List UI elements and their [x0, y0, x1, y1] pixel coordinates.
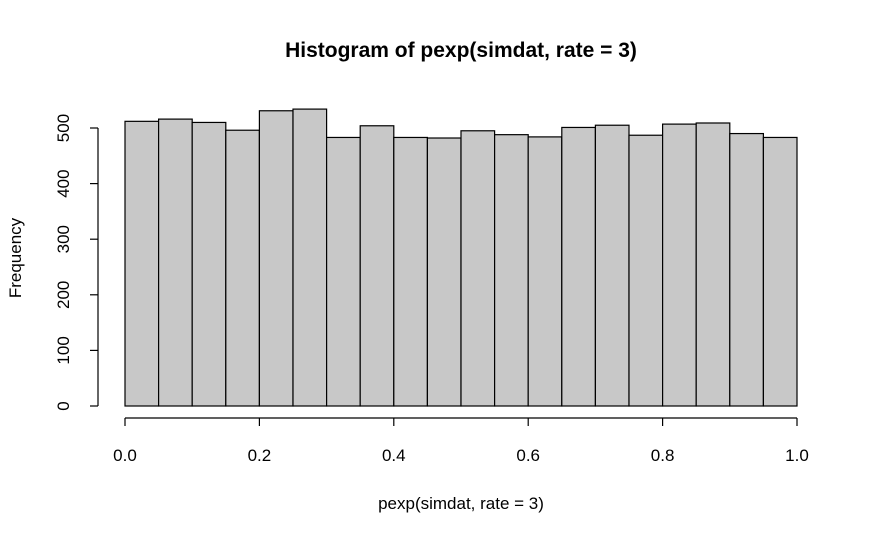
x-tick-label: 0.8 — [651, 446, 675, 465]
chart-title: Histogram of pexp(simdat, rate = 3) — [285, 39, 637, 62]
histogram-bar — [494, 134, 529, 407]
histogram-bar — [258, 110, 294, 407]
x-tick-label: 1.0 — [785, 446, 809, 465]
x-tick-label: 0.4 — [382, 446, 406, 465]
y-tick-label: 0 — [54, 401, 73, 410]
histogram-bar — [460, 130, 496, 407]
y-axis-label: Frequency — [6, 217, 25, 298]
histogram-bar — [628, 134, 664, 407]
histogram-bar — [225, 129, 261, 407]
histogram-bar — [661, 123, 697, 407]
y-tick-label: 200 — [54, 281, 73, 309]
histogram-bar — [594, 124, 630, 407]
histogram-bar — [326, 136, 361, 407]
x-axis-label: pexp(simdat, rate = 3) — [378, 494, 544, 513]
y-tick-label: 400 — [54, 169, 73, 197]
histogram-bar — [191, 121, 227, 407]
x-tick-label: 0.2 — [248, 446, 272, 465]
histogram-bar — [393, 136, 428, 407]
y-tick-label: 100 — [54, 336, 73, 364]
bars-group — [124, 108, 798, 407]
y-tick-label: 300 — [54, 225, 73, 253]
histogram-bar — [561, 126, 596, 407]
y-tick-label: 500 — [54, 114, 73, 142]
histogram-bar — [158, 118, 193, 407]
histogram-bar — [695, 122, 731, 407]
histogram-bar — [426, 137, 462, 407]
y-axis: 0 100 200 300 400 500 — [54, 114, 99, 411]
x-tick-label: 0.0 — [113, 446, 137, 465]
histogram-bar — [292, 108, 328, 407]
x-tick-label: 0.6 — [516, 446, 540, 465]
x-axis: 0.0 0.2 0.4 0.6 0.8 1.0 — [113, 417, 809, 465]
histogram-bar — [359, 125, 395, 407]
histogram-bar — [124, 120, 160, 407]
histogram-bar — [762, 136, 798, 407]
histogram-bar — [729, 132, 764, 407]
histogram-bar — [527, 136, 563, 407]
